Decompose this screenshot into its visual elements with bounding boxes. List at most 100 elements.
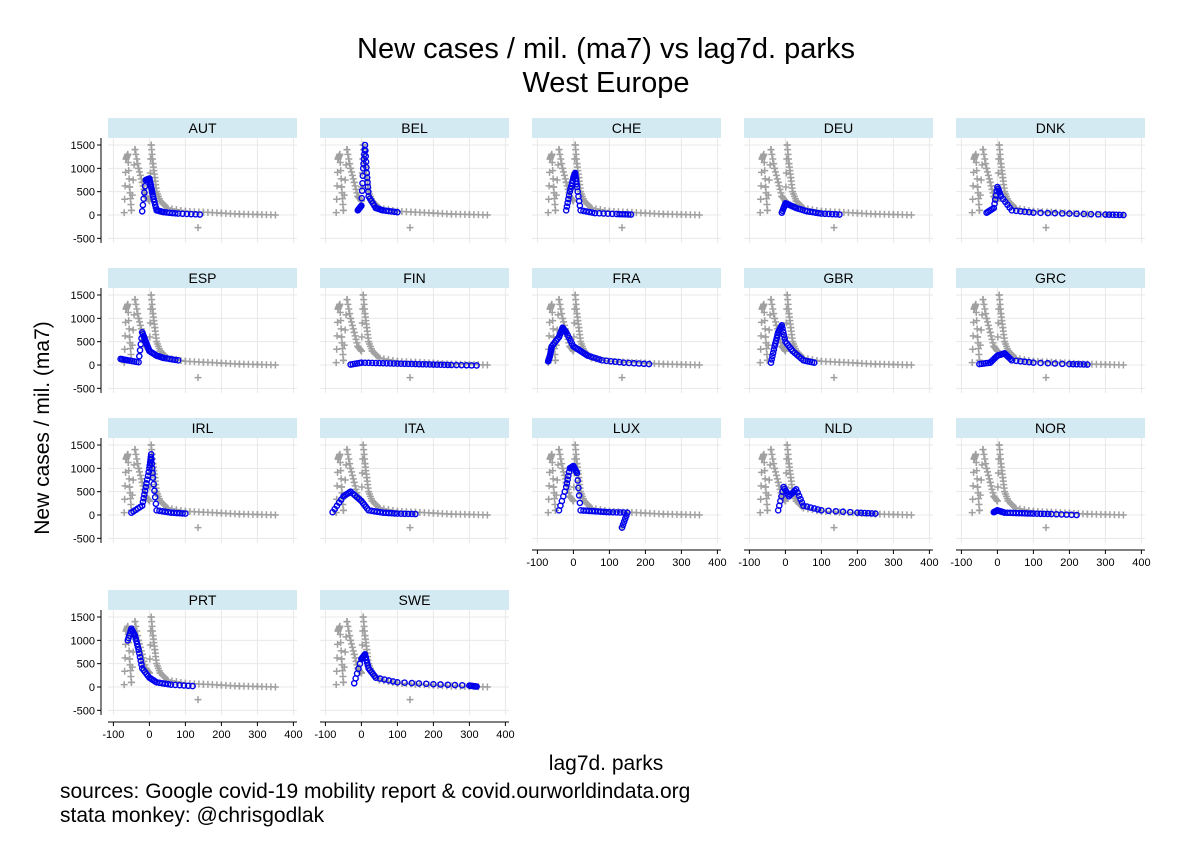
data-point: [1033, 510, 1041, 517]
background-point: [596, 206, 604, 214]
background-point: [757, 332, 765, 340]
background-point: [975, 506, 983, 514]
data-point: [1051, 209, 1059, 217]
data-point: [797, 495, 804, 503]
background-point: [483, 683, 491, 691]
background-point: [555, 146, 563, 154]
background-point: [136, 471, 144, 479]
data-point: [437, 681, 444, 688]
background-point: [984, 468, 991, 476]
data-point: [577, 207, 584, 214]
background-point: [761, 475, 769, 483]
data-point: [606, 508, 613, 516]
data-point: [151, 198, 158, 206]
background-point: [351, 182, 359, 190]
chart-title: New cases / mil. (ma7) vs lag7d. parks: [357, 33, 855, 65]
panel-strip: [956, 118, 1145, 138]
y-tick-label: 1000: [71, 313, 95, 325]
data-point: [132, 635, 140, 642]
y-tick-label: -500: [73, 383, 95, 395]
x-tick-label: 200: [1060, 557, 1078, 569]
data-point: [141, 487, 149, 495]
data-point: [1084, 361, 1091, 368]
data-point: [174, 357, 182, 364]
background-point: [130, 461, 138, 469]
panel-strip: [532, 268, 721, 288]
panel-strip: [320, 590, 509, 610]
background-point: [775, 182, 783, 190]
data-point: [618, 524, 626, 531]
data-point: [180, 682, 188, 689]
data-point: [358, 202, 365, 209]
data-point: [607, 357, 615, 365]
background-point: [333, 654, 341, 662]
data-point: [818, 210, 825, 217]
background-point: [339, 356, 347, 364]
background-point: [554, 161, 562, 169]
background-point: [134, 310, 142, 318]
data-point: [623, 512, 630, 519]
data-point: [426, 361, 434, 368]
data-point: [184, 682, 192, 690]
data-point: [821, 210, 829, 218]
data-point: [803, 503, 811, 510]
background-point: [552, 191, 560, 199]
data-point: [864, 509, 872, 517]
background-point: [128, 491, 136, 499]
data-point: [430, 680, 437, 688]
background-point: [569, 196, 576, 204]
background-point: [133, 305, 141, 313]
background-point: [559, 464, 567, 472]
data-point: [1037, 510, 1044, 518]
background-point: [982, 310, 990, 318]
background-point: [557, 455, 565, 463]
background-point: [121, 332, 129, 340]
background-point: [560, 168, 567, 176]
panel-strip: [320, 418, 509, 438]
background-point: [569, 496, 576, 504]
background-point: [130, 311, 138, 319]
y-tick-label: -500: [73, 705, 95, 717]
background-point: [548, 150, 556, 158]
background-point: [570, 319, 578, 327]
data-point: [564, 476, 571, 483]
panel-label: FRA: [613, 270, 642, 286]
data-point: [580, 207, 587, 215]
background-point: [1042, 224, 1050, 232]
background-point: [774, 178, 782, 186]
background-point: [136, 468, 143, 476]
background-point: [552, 491, 560, 499]
x-tick-label: 100: [812, 557, 830, 569]
background-point: [146, 641, 154, 649]
data-point: [372, 359, 380, 367]
data-point: [593, 355, 600, 362]
background-point: [985, 475, 993, 483]
panel-label: CHE: [612, 120, 642, 136]
data-point: [565, 195, 572, 203]
background-point: [977, 176, 985, 184]
background-point: [124, 300, 132, 308]
background-point: [135, 164, 143, 172]
background-point: [978, 311, 986, 319]
data-point: [1012, 357, 1020, 365]
background-point: [760, 450, 768, 458]
background-point: [765, 176, 773, 184]
background-point: [344, 150, 352, 158]
background-point: [342, 311, 350, 319]
background-point: [130, 161, 138, 169]
data-point: [430, 361, 437, 368]
x-tick-label: -100: [738, 557, 760, 569]
background-point: [982, 160, 990, 168]
data-point: [397, 510, 405, 517]
background-point: [341, 176, 349, 184]
data-point: [141, 491, 148, 498]
background-point: [135, 314, 143, 322]
background-point: [350, 178, 358, 186]
data-point: [136, 352, 143, 360]
x-tick-label: 400: [1132, 557, 1150, 569]
data-point: [363, 656, 370, 664]
background-point: [555, 446, 563, 454]
data-point: [149, 474, 157, 481]
background-point: [555, 296, 563, 304]
background-point: [121, 667, 129, 675]
